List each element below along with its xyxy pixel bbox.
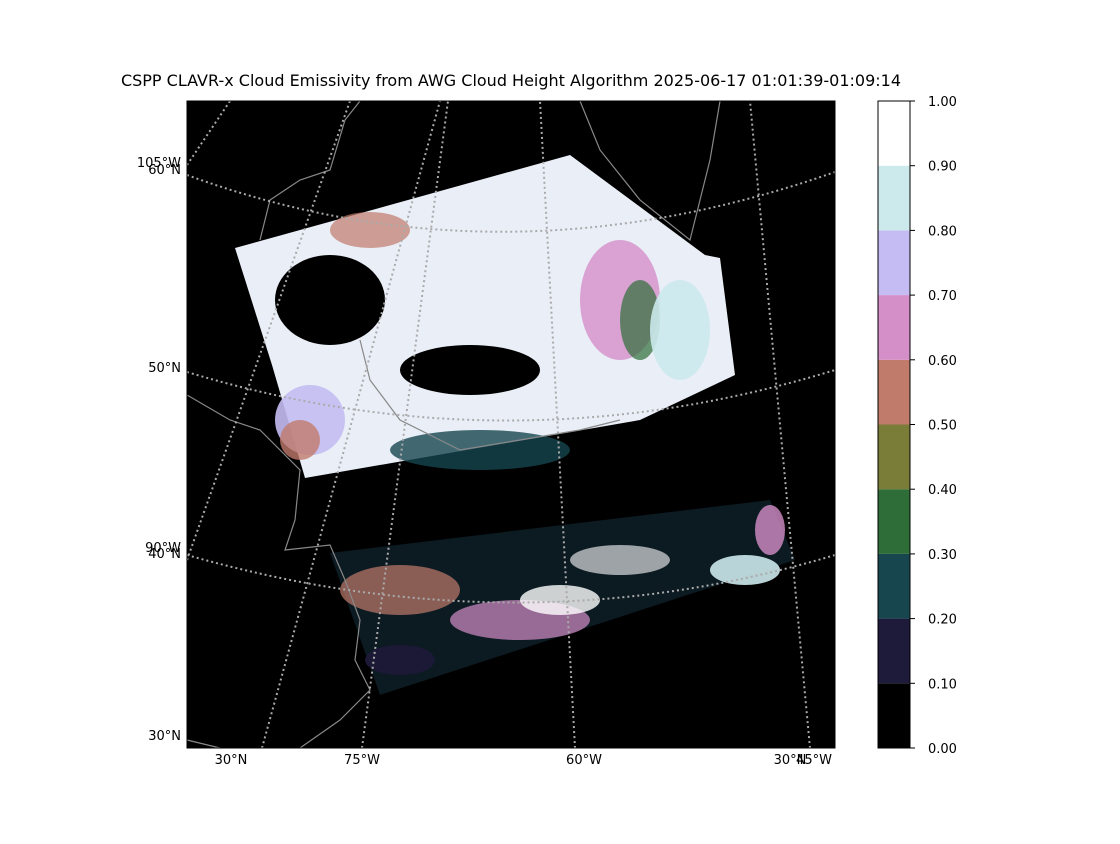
map-label: 30°N xyxy=(774,753,807,768)
colorbar-tick-label: 0.30 xyxy=(928,548,957,563)
map-label: 30°N xyxy=(215,753,248,768)
colorbar-tick-label: 0.60 xyxy=(928,354,957,369)
map-label: 30°N xyxy=(148,729,181,744)
colorbar-segment xyxy=(878,618,910,684)
colorbar-segment xyxy=(878,359,910,425)
colorbar-segment xyxy=(878,553,910,619)
colorbar-tick-label: 0.00 xyxy=(928,742,957,757)
map-label: 40°N xyxy=(148,547,181,562)
colorbar-tick-label: 1.00 xyxy=(928,95,957,110)
map-label: 105°W xyxy=(137,156,181,171)
map xyxy=(186,100,836,749)
title: CSPP CLAVR-x Cloud Emissivity from AWG C… xyxy=(121,71,901,90)
colorbar-tick-label: 0.10 xyxy=(928,677,957,692)
colorbar-tick-label: 0.80 xyxy=(928,224,957,239)
colorbar-segment xyxy=(878,683,910,748)
map-label: 75°W xyxy=(344,753,380,768)
colorbar-segment xyxy=(878,165,910,231)
map-frame xyxy=(186,100,836,749)
colorbar-segment xyxy=(878,230,910,296)
colorbar-tick-label: 0.20 xyxy=(928,613,957,628)
colorbar-tick-label: 0.70 xyxy=(928,289,957,304)
colorbar-segment xyxy=(878,489,910,554)
map-label: 90°W xyxy=(145,541,181,556)
colorbar-segment xyxy=(878,424,910,490)
colorbar-segment xyxy=(878,295,910,360)
map-label: 60°W xyxy=(566,753,602,768)
coastlines xyxy=(186,100,721,749)
map-label: 50°N xyxy=(148,361,181,376)
graticule xyxy=(186,100,836,749)
colorbar-tick-label: 0.90 xyxy=(928,160,957,175)
colorbar: 0.00 0.10 0.20 0.30 0.40 0.50 0.60 0.70 0.80 0.90… xyxy=(877,95,957,757)
map-label: 45°W xyxy=(796,753,832,768)
map-label: 60°N xyxy=(148,163,181,178)
colorbar-tick-label: 0.40 xyxy=(928,483,957,498)
cloud-texture xyxy=(275,212,785,675)
colorbar-segment xyxy=(878,101,910,166)
colorbar-tick-label: 0.50 xyxy=(928,419,957,434)
